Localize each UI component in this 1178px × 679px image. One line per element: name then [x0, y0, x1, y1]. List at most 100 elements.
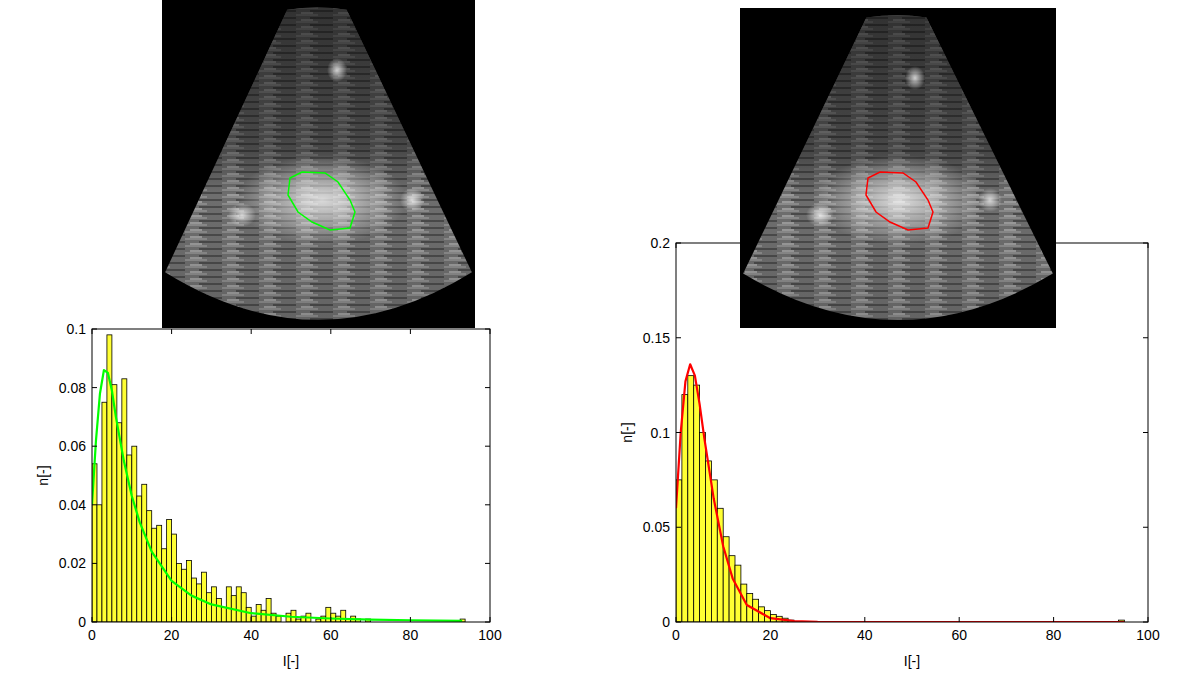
histogram-bar — [201, 572, 206, 622]
histogram-bar — [261, 610, 266, 622]
x-tick-label: 80 — [403, 627, 419, 643]
histogram-bar — [341, 610, 346, 622]
y-tick — [485, 387, 490, 388]
x-tick — [251, 617, 252, 622]
x-tick — [676, 243, 677, 248]
y-tick-label: 0.15 — [643, 330, 670, 346]
x-tick-label: 0 — [88, 627, 96, 643]
y-tick — [485, 622, 490, 623]
ultrasound-image — [162, 0, 475, 328]
x-tick — [92, 329, 93, 334]
fit-curve — [676, 364, 1124, 622]
x-tick — [770, 617, 771, 622]
x-tick — [251, 329, 252, 334]
image-bright-spot — [978, 188, 1002, 212]
histogram-bar — [142, 484, 147, 622]
x-tick-label: 40 — [857, 627, 873, 643]
histogram-bar — [226, 587, 231, 622]
image-sector — [165, 7, 472, 319]
y-tick-label: 0.08 — [59, 380, 86, 396]
y-tick — [676, 337, 681, 338]
y-tick — [676, 243, 681, 244]
histogram-bar — [694, 385, 700, 622]
ultrasound-image — [740, 8, 1056, 328]
x-tick — [171, 329, 172, 334]
y-tick — [92, 563, 97, 564]
image-bright-region — [815, 155, 985, 245]
x-tick — [490, 329, 491, 334]
y-tick — [485, 504, 490, 505]
y-tick — [676, 622, 681, 623]
x-tick-label: 60 — [951, 627, 967, 643]
y-tick — [676, 432, 681, 433]
histogram-bar — [132, 446, 137, 622]
x-tick — [864, 617, 865, 622]
y-tick — [1143, 337, 1148, 338]
histogram-bar — [326, 607, 331, 622]
histogram-bar — [182, 569, 187, 622]
plot-area — [676, 364, 1124, 622]
histogram-bar — [221, 607, 226, 622]
x-tick — [1148, 243, 1149, 248]
x-tick-label: 0 — [672, 627, 680, 643]
histogram-bar — [682, 395, 688, 622]
x-tick — [1053, 617, 1054, 622]
y-tick-label: 0 — [662, 614, 670, 630]
image-bright-spot — [400, 188, 424, 212]
roi-contour — [288, 172, 355, 230]
image-bright-spot — [327, 58, 347, 82]
x-axis-title: I[-] — [904, 653, 920, 669]
y-tick — [92, 446, 97, 447]
x-tick-label: 80 — [1046, 627, 1062, 643]
y-tick-label: 0.1 — [651, 425, 671, 441]
y-axis-title: n[-] — [35, 465, 51, 485]
histogram-bar — [246, 607, 251, 622]
x-tick-label: 100 — [1136, 627, 1160, 643]
x-axis-title: I[-] — [283, 653, 299, 669]
histogram-bar — [196, 584, 201, 622]
page: 0 20 40 60 80 100 0 0.02 0.04 0.06 0.08 0.1 I[-] n[-]… — [0, 0, 1178, 679]
histogram-bar — [172, 534, 177, 622]
x-tick-label: 40 — [243, 627, 259, 643]
x-tick — [330, 617, 331, 622]
image-bright-spot — [905, 66, 925, 90]
histogram-bar — [266, 599, 271, 622]
histogram-bar — [97, 505, 102, 622]
histogram-bar — [147, 511, 152, 622]
image-sector — [743, 15, 1053, 320]
y-tick — [1143, 527, 1148, 528]
y-tick — [676, 527, 681, 528]
image-background — [162, 0, 475, 328]
histogram-bar — [102, 402, 107, 622]
image-bright-region — [237, 155, 407, 245]
y-tick — [92, 504, 97, 505]
y-tick-label: 0.02 — [59, 555, 86, 571]
histogram-bar — [276, 616, 281, 622]
image-background — [740, 8, 1056, 328]
histogram-bar — [157, 525, 162, 622]
histogram-bar — [241, 593, 246, 622]
histogram-bar — [216, 599, 221, 622]
histogram-bar — [700, 433, 706, 623]
y-tick-label: 0.1 — [67, 321, 87, 337]
y-tick-label: 0.05 — [643, 519, 670, 535]
x-tick-label: 20 — [164, 627, 180, 643]
histogram-bar — [688, 376, 694, 622]
y-tick — [1143, 622, 1148, 623]
x-tick — [959, 617, 960, 622]
y-tick-label: 0.06 — [59, 438, 86, 454]
y-tick — [485, 329, 490, 330]
y-tick-label: 0.04 — [59, 497, 86, 513]
histogram-bar — [206, 593, 211, 622]
x-tick — [330, 329, 331, 334]
y-tick — [485, 563, 490, 564]
x-tick — [490, 617, 491, 622]
histogram-bar — [162, 549, 167, 622]
histogram-bar — [152, 528, 157, 622]
histogram-bar — [177, 563, 182, 622]
histogram-bar — [167, 519, 172, 622]
histogram-bar — [117, 423, 122, 622]
x-tick — [410, 617, 411, 622]
y-tick — [1143, 243, 1148, 244]
roi-contour — [866, 172, 933, 230]
